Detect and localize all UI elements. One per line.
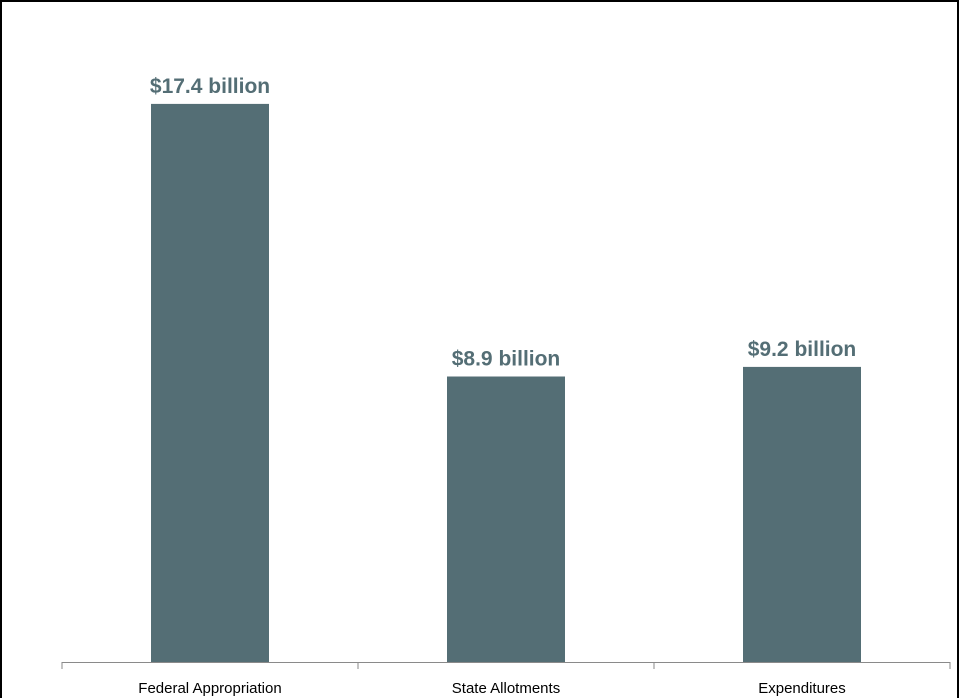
x-tick-label-0: Federal Appropriation (138, 680, 281, 697)
bar-value-label-2: $9.2 billion (748, 338, 857, 361)
x-axis (61, 662, 951, 669)
x-tick-labels: Federal Appropriation State Allotments Exp… (138, 680, 846, 697)
bar-value-label-1: $8.9 billion (452, 348, 561, 371)
bar-1 (447, 376, 565, 662)
data-labels-layer: $17.4 billion $8.9 billion $9.2 billion (150, 75, 856, 371)
bars-layer (151, 103, 861, 662)
x-tick-label-1: State Allotments (452, 680, 560, 697)
bar-value-label-0: $17.4 billion (150, 75, 270, 98)
bar-2 (743, 366, 861, 662)
bar-0 (151, 103, 269, 662)
x-tick-label-2: Expenditures (758, 680, 846, 697)
